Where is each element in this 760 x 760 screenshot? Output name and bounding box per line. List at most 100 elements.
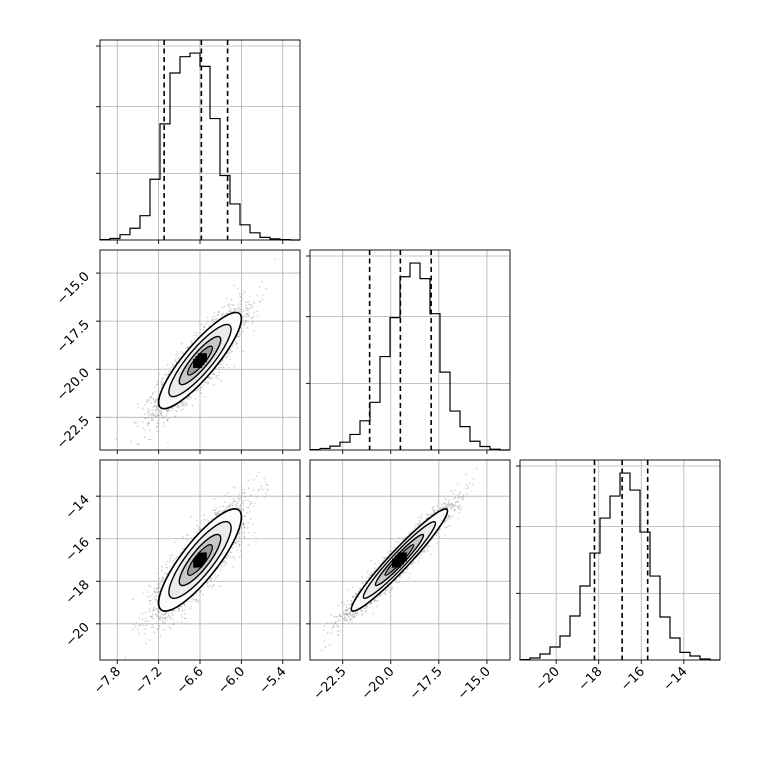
sample-point (143, 429, 146, 431)
histogram-bar (150, 179, 160, 240)
sample-point (194, 389, 197, 392)
sample-point (161, 416, 163, 419)
sample-point (247, 300, 250, 303)
sample-point (244, 301, 247, 303)
panel-frame (309, 249, 511, 451)
sample-point (241, 298, 244, 300)
sample-point (245, 319, 248, 322)
histogram-bar (140, 216, 150, 240)
sample-point (258, 286, 261, 288)
sample-point (239, 303, 241, 305)
sample-point (238, 545, 241, 547)
sample-point (137, 443, 140, 446)
sample-point (243, 324, 245, 327)
sample-point (150, 397, 153, 399)
histogram-bar (650, 576, 660, 660)
sample-point (166, 616, 169, 619)
sample-point (243, 499, 245, 502)
histogram-bar (400, 277, 410, 450)
density-plot-area (115, 258, 276, 446)
histogram-panel-param-2 (519, 459, 721, 661)
sample-point (244, 306, 247, 308)
sample-point (247, 309, 249, 312)
sample-point (156, 398, 158, 401)
sample-point (148, 438, 150, 441)
histogram-step (99, 52, 300, 241)
sample-point (238, 293, 241, 295)
histogram-step (519, 472, 720, 661)
sample-point (244, 320, 247, 323)
sample-point (207, 382, 210, 384)
sample-point (195, 593, 198, 595)
sample-point (178, 406, 180, 409)
sample-point (155, 412, 158, 415)
sample-point (168, 417, 170, 420)
histogram-bar (190, 53, 200, 240)
sample-point (184, 403, 187, 405)
sample-point (154, 391, 156, 393)
sample-point (149, 409, 151, 411)
sample-point (214, 315, 216, 318)
sample-point (217, 312, 220, 314)
histogram-bar (120, 235, 130, 240)
sample-point (171, 364, 174, 366)
sample-point (231, 345, 234, 347)
sample-point (152, 393, 154, 396)
sample-point (233, 284, 235, 287)
sample-point (214, 498, 216, 500)
sample-point (261, 298, 263, 301)
sample-point (208, 325, 210, 327)
sample-point (147, 398, 149, 401)
sample-point (213, 312, 216, 314)
histogram-panel-param-1 (309, 249, 511, 451)
sample-point (241, 492, 244, 495)
sample-point (216, 318, 218, 320)
sample-point (177, 356, 179, 359)
sample-point (241, 531, 243, 533)
sample-point (180, 405, 182, 407)
sample-point (142, 421, 144, 423)
sample-point (138, 617, 141, 619)
sample-point (134, 626, 137, 628)
sample-point (161, 569, 163, 572)
histogram-bar (470, 441, 480, 450)
sample-point (258, 300, 261, 303)
sample-point (207, 585, 209, 588)
sample-point (233, 365, 235, 368)
sample-point (161, 566, 164, 568)
sample-point (154, 415, 157, 417)
sample-point (157, 430, 159, 433)
sample-point (218, 510, 220, 513)
sample-point (221, 306, 224, 309)
sample-point (262, 488, 264, 491)
sample-point (173, 621, 175, 624)
sample-point (193, 338, 195, 340)
sample-point (163, 373, 166, 376)
sample-point (248, 312, 251, 314)
sample-point (222, 366, 225, 369)
histogram-bar (680, 652, 690, 660)
sample-point (154, 400, 156, 403)
sample-point (211, 315, 214, 318)
sample-point (156, 383, 159, 386)
sample-point (222, 505, 225, 508)
sample-point (204, 381, 207, 384)
sample-point (190, 537, 192, 540)
sample-point (171, 618, 174, 620)
sample-point (243, 492, 246, 494)
sample-point (241, 322, 244, 325)
sample-point (156, 615, 158, 617)
sample-point (253, 330, 255, 332)
sample-point (238, 335, 240, 338)
sample-point (135, 621, 138, 624)
histogram-bar (600, 518, 610, 660)
histogram-bar (180, 57, 190, 240)
histogram-bar (660, 617, 670, 660)
sample-point (182, 351, 185, 354)
sample-point (213, 373, 215, 375)
sample-point (147, 584, 150, 587)
sample-point (211, 321, 214, 324)
sample-point (210, 378, 212, 380)
sample-point (151, 418, 153, 420)
